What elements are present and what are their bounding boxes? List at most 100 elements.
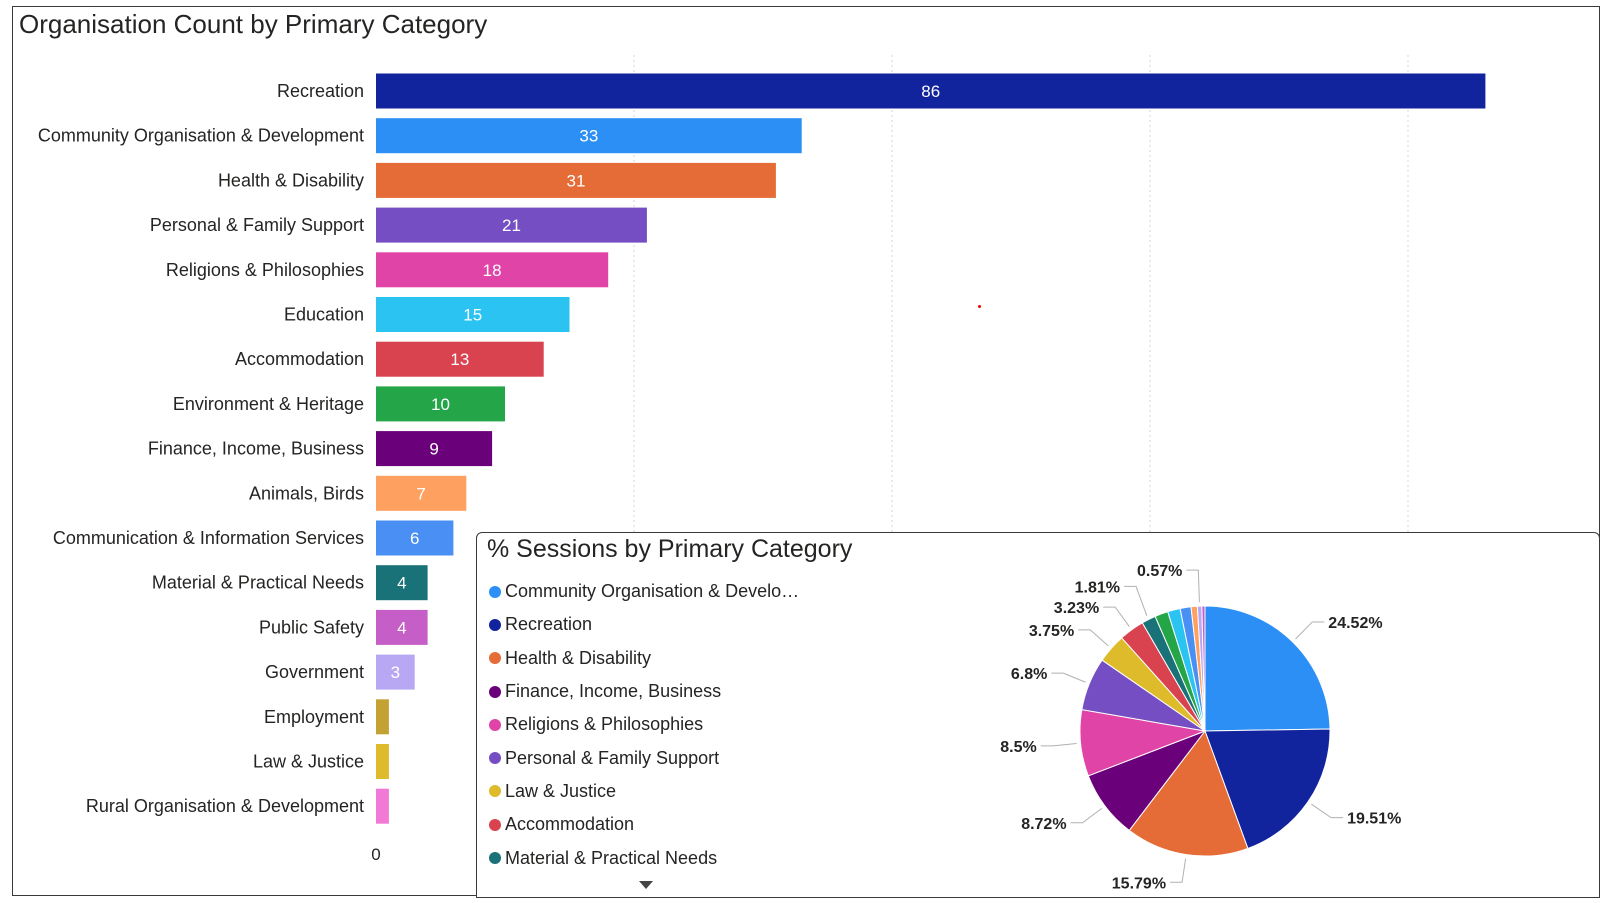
leader-line-8 <box>1124 585 1148 617</box>
legend-dot-icon <box>489 818 501 831</box>
legend-label: Personal & Family Support <box>505 747 720 768</box>
bar-13 <box>376 654 415 690</box>
pie-slice-14 <box>1201 605 1206 732</box>
slice-label-0: 24.52% <box>1328 615 1382 632</box>
data-label-8: 9 <box>429 440 438 459</box>
slice-label-8: 1.81% <box>1075 579 1120 596</box>
bar-10 <box>376 520 454 556</box>
pie-slice-2 <box>1128 729 1249 857</box>
leader-line-7 <box>1103 606 1130 627</box>
legend-item-7[interactable]: Accommodation <box>489 808 819 841</box>
legend-label: Finance, Income, Business <box>505 681 722 702</box>
bar-2 <box>376 162 776 198</box>
slice-label-13: 0.57% <box>1137 563 1182 580</box>
category-label-7: Environment & Heritage <box>173 394 364 414</box>
legend-dot-icon <box>489 618 501 631</box>
leader-line-5 <box>1051 672 1086 683</box>
data-label-6: 13 <box>450 350 469 369</box>
leader-line-4 <box>1040 743 1077 747</box>
category-label-5: Education <box>284 305 364 325</box>
bar-11 <box>376 565 428 601</box>
pie-chart-panel: 24.52% 19.51% 15.79% 8.72% 8.5% 6.8% 3.75% 3.23… <box>476 532 1600 898</box>
legend-item-1[interactable]: Recreation <box>489 608 819 641</box>
bar-7 <box>376 386 505 422</box>
legend-label: Religions & Philosophies <box>505 714 704 735</box>
legend-label: Recreation <box>505 614 593 635</box>
legend-dot-icon <box>489 585 501 598</box>
data-label-9: 7 <box>416 484 425 503</box>
legend-item-4[interactable]: Religions & Philosophies <box>489 708 819 741</box>
bar-5 <box>376 297 570 332</box>
legend-label: Accommodation <box>505 814 635 835</box>
legend-item-5[interactable]: Personal & Family Support <box>489 741 819 774</box>
legend-dot-icon <box>489 652 501 665</box>
legend-item-3[interactable]: Finance, Income, Business <box>489 675 819 708</box>
legend-label: Community Organisation & Develo… <box>505 581 800 602</box>
leader-line-0 <box>1295 621 1325 640</box>
data-label-13: 3 <box>391 663 400 682</box>
category-label-11: Material & Practical Needs <box>152 573 364 593</box>
slice-label-2: 15.79% <box>1112 875 1166 892</box>
legend-item-0[interactable]: Community Organisation & Develo… <box>489 575 819 608</box>
bar-chart-title: Organisation Count by Primary Category <box>19 9 488 39</box>
category-label-3: Personal & Family Support <box>150 215 364 235</box>
leader-line-2 <box>1170 858 1187 883</box>
category-label-15: Law & Justice <box>253 752 364 772</box>
data-label-2: 31 <box>566 171 585 190</box>
bar-4 <box>376 252 609 288</box>
data-label-7: 10 <box>431 395 450 414</box>
data-label-4: 18 <box>483 261 502 280</box>
bar-16 <box>376 788 389 824</box>
slice-label-3: 8.72% <box>1021 816 1066 833</box>
legend-dot-icon <box>489 685 501 698</box>
data-label-12: 4 <box>397 618 406 637</box>
category-label-16: Rural Organisation & Development <box>86 796 364 816</box>
category-label-12: Public Safety <box>259 617 364 637</box>
legend-item-8[interactable]: Material & Practical Needs <box>489 841 819 874</box>
data-label-3: 21 <box>502 216 521 235</box>
legend-scroll-down-icon[interactable] <box>639 881 653 889</box>
bar-6 <box>376 341 544 377</box>
category-label-1: Community Organisation & Development <box>38 126 364 146</box>
bar-15 <box>376 744 389 779</box>
pie-slice-0 <box>1204 605 1331 732</box>
slice-label-6: 3.75% <box>1029 623 1074 640</box>
data-label-5: 15 <box>463 306 482 325</box>
category-label-9: Animals, Birds <box>249 483 364 503</box>
data-label-10: 6 <box>410 529 419 548</box>
bar-14 <box>376 699 389 735</box>
data-label-0: 86 <box>921 82 940 101</box>
category-label-8: Finance, Income, Business <box>148 439 364 459</box>
slice-label-5: 6.8% <box>1011 666 1047 683</box>
category-label-6: Accommodation <box>235 349 364 369</box>
legend-label: Law & Justice <box>505 780 617 801</box>
bar-3 <box>376 207 647 243</box>
legend-dot-icon <box>489 718 501 731</box>
data-label-1: 33 <box>579 127 598 146</box>
bar-12 <box>376 609 428 645</box>
slice-label-1: 19.51% <box>1347 811 1401 828</box>
bar-chart-svg: Recreation 86 Community Organisation & Dev… <box>38 55 1486 864</box>
leader-line-3 <box>1070 807 1103 824</box>
legend-label: Material & Practical Needs <box>505 847 718 868</box>
legend-label: Health & Disability <box>505 647 652 668</box>
bar-0 <box>376 73 1486 109</box>
bar-9 <box>376 475 467 511</box>
leader-line-13 <box>1186 569 1200 603</box>
legend-item-6[interactable]: Law & Justice <box>489 775 819 808</box>
leader-line-1 <box>1311 803 1344 819</box>
category-label-0: Recreation <box>277 81 364 101</box>
legend-dot-icon <box>489 785 501 798</box>
pie-chart-title: % Sessions by Primary Category <box>487 535 853 563</box>
legend-item-2[interactable]: Health & Disability <box>489 642 819 675</box>
slice-label-7: 3.23% <box>1054 600 1099 617</box>
pie-chart-svg: 24.52% 19.51% 15.79% 8.72% 8.5% 6.8% 3.75% 3.23… <box>1000 563 1401 892</box>
category-label-4: Religions & Philosophies <box>166 260 364 280</box>
legend-dot-icon <box>489 752 501 765</box>
category-label-13: Government <box>265 662 364 682</box>
category-label-2: Health & Disability <box>218 170 364 190</box>
pie-legend: Community Organisation & Develo… Recreati… <box>489 575 819 875</box>
legend-dot-icon <box>489 852 501 865</box>
bar-8 <box>376 431 493 467</box>
bar-1 <box>376 118 802 154</box>
